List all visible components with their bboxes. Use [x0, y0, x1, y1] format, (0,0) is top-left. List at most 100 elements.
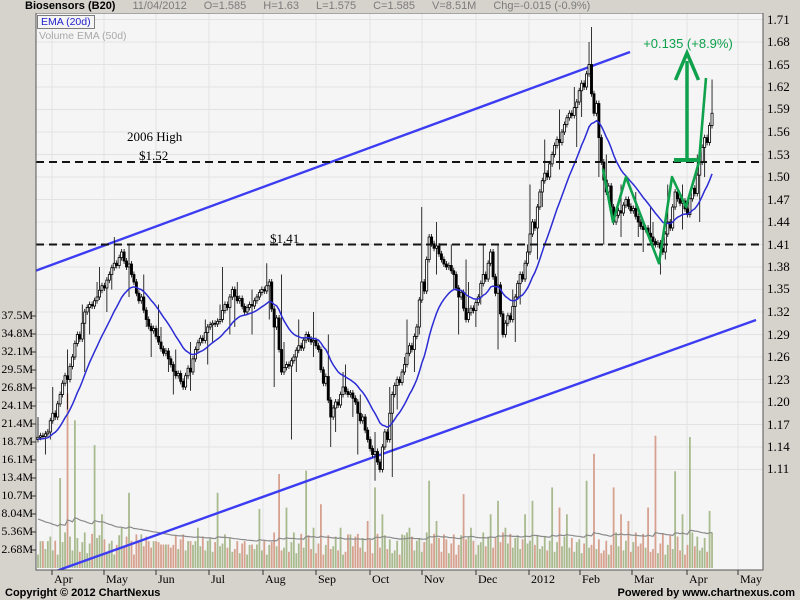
candle-body: [400, 371, 404, 383]
candle-body: [695, 174, 699, 194]
volume-bar: [160, 544, 162, 568]
volume-bar: [558, 507, 561, 568]
volume-bar: [280, 550, 283, 568]
volume-bar: [698, 550, 701, 568]
quote-high: H=1.63: [263, 0, 300, 12]
volume-bar: [627, 520, 630, 568]
candle-body: [489, 251, 493, 264]
volume-bar: [425, 532, 428, 568]
volume-bar: [88, 543, 91, 568]
volume-bar: [140, 534, 143, 568]
volume-bar: [51, 550, 54, 568]
candle-body: [427, 236, 431, 260]
volume-bar: [228, 537, 231, 568]
volume-axis-label: 16.1M: [1, 452, 33, 466]
candle-body: [289, 360, 293, 367]
candle-body: [565, 117, 569, 125]
volume-bar: [290, 542, 293, 568]
candle-body: [307, 334, 311, 340]
volume-bar: [573, 551, 576, 568]
candle-body: [415, 326, 419, 337]
candle-body: [157, 335, 160, 343]
volume-bar: [659, 543, 662, 568]
price-axis-label: 1.29: [767, 327, 790, 342]
volume-bar: [602, 550, 605, 568]
volume-bar: [406, 532, 408, 568]
candle-body: [125, 260, 129, 268]
legend-volume-ema50[interactable]: Volume EMA (50d): [39, 30, 127, 42]
volume-bar: [324, 544, 327, 568]
plot-background: [36, 13, 763, 570]
candle-body: [277, 317, 281, 350]
volume-bar: [551, 487, 554, 568]
candle-body: [344, 386, 347, 392]
volume-bar: [408, 527, 411, 568]
volume-bar: [593, 453, 595, 568]
trend-channel: [36, 50, 757, 570]
candle-body: [590, 64, 593, 95]
volume-bar: [150, 547, 153, 568]
volume-bar: [61, 542, 64, 568]
candle-body: [435, 245, 438, 249]
volume-axis-label: 5.36M: [1, 524, 33, 538]
volume-bar: [69, 536, 71, 568]
candle-body: [597, 103, 601, 139]
volume-bar: [642, 533, 645, 568]
candle-body: [292, 356, 296, 362]
volume-bar: [701, 547, 704, 568]
candle-body: [122, 251, 126, 262]
volume-bar: [489, 514, 492, 568]
candle-body: [80, 322, 84, 340]
annotation-price-141: $1.41: [270, 231, 300, 246]
volume-bar: [93, 445, 96, 568]
volume-bar: [570, 537, 573, 568]
volume-bar: [115, 544, 118, 568]
volume-bar: [152, 541, 155, 568]
candle-body: [378, 461, 382, 470]
volume-bar: [526, 543, 529, 568]
volume-bar: [524, 514, 526, 568]
candle-body: [257, 292, 261, 298]
candle-body: [336, 401, 340, 406]
candle-body: [132, 274, 136, 283]
volume-bar: [492, 547, 494, 568]
volume-bar: [221, 543, 224, 568]
powered-by-link[interactable]: Powered by www.chartnexus.com: [617, 587, 795, 599]
candle-body: [115, 262, 119, 266]
volume-bar: [302, 547, 305, 568]
plot-border: [35, 12, 764, 571]
volume-bar: [430, 543, 433, 568]
quote-low: L=1.575: [316, 0, 357, 12]
candle-body: [189, 367, 192, 373]
volume-bar: [184, 550, 187, 568]
volume-bar: [64, 532, 66, 568]
candle-body: [112, 262, 116, 269]
candle-body: [312, 340, 315, 343]
volume-axis-label: 13.4M: [1, 470, 33, 484]
volume-bar: [113, 554, 116, 568]
candle-body: [464, 307, 468, 320]
price-axis-label: 1.68: [767, 34, 790, 49]
candle-body: [390, 394, 394, 414]
volume-bar: [605, 540, 608, 568]
volume-bar: [137, 542, 140, 568]
candle-body: [469, 307, 473, 314]
candle-body: [531, 221, 534, 235]
volume-bar: [607, 554, 610, 568]
candle-body: [221, 310, 224, 320]
volume-bar: [172, 544, 175, 568]
ema20-line: [37, 119, 713, 441]
volume-axis-label: 32.1M: [1, 344, 33, 358]
volume-bar: [487, 536, 490, 568]
price-axis-label: 1.71: [767, 12, 790, 27]
volume-bar: [634, 532, 637, 568]
volume-bar: [297, 543, 300, 568]
volume-bar: [580, 553, 583, 568]
volume-bar: [457, 544, 460, 568]
volume-bar: [479, 542, 482, 568]
candle-body: [46, 431, 50, 435]
candle-body: [449, 265, 453, 272]
legend-ema20[interactable]: EMA (20d): [37, 15, 95, 29]
volume-bar: [652, 549, 654, 568]
candle-body: [53, 412, 57, 418]
